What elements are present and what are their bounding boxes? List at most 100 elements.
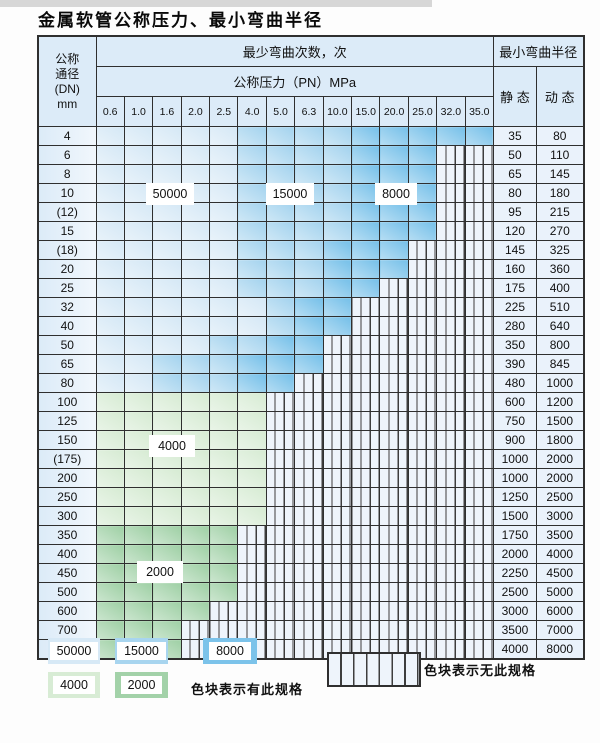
no-spec-cell (322, 373, 353, 393)
no-spec-cell (322, 582, 353, 602)
no-spec-cell (351, 392, 381, 412)
no-spec-cell (379, 620, 409, 640)
table-row: 8 65 145 (37, 164, 585, 184)
dn-cell: 600 (37, 601, 97, 621)
table-row: 32 225 510 (37, 297, 585, 317)
legend-label-8000: 8000 (209, 642, 251, 660)
static-radius-cell: 900 (492, 430, 537, 450)
spec-cell-15000 (237, 202, 267, 222)
spec-cell-8000 (351, 259, 381, 279)
spec-cell-50000 (95, 354, 125, 374)
pressure-col-header: 2.0 (180, 96, 211, 127)
spec-cell-8000 (294, 297, 324, 317)
no-spec-cell (379, 525, 409, 545)
spec-cell-15000 (209, 335, 239, 355)
no-spec-cell (464, 354, 494, 374)
spec-cell-15000 (152, 354, 182, 374)
spec-cell-4000 (152, 506, 182, 526)
no-spec-cell (237, 525, 267, 545)
no-spec-cell (351, 411, 381, 431)
no-spec-cell (294, 601, 324, 621)
no-spec-cell (322, 563, 353, 583)
spec-cell-8000 (407, 221, 438, 241)
spec-cell-15000 (265, 126, 296, 146)
spec-cell-50000 (123, 126, 154, 146)
no-spec-cell (265, 525, 296, 545)
spec-cell-50000 (152, 259, 182, 279)
table-row: 600 3000 6000 (37, 601, 585, 621)
dn-cell: 20 (37, 259, 97, 279)
pressure-col-header: 6.3 (294, 96, 324, 127)
dynamic-radius-cell: 6000 (535, 601, 585, 621)
dynamic-radius-cell: 400 (535, 278, 585, 298)
no-spec-cell (351, 430, 381, 450)
no-spec-cell (407, 297, 438, 317)
no-spec-cell (379, 544, 409, 564)
no-spec-cell (265, 468, 296, 488)
spec-cell-8000 (294, 335, 324, 355)
spec-cell-8000 (379, 202, 409, 222)
pressure-col-header: 25.0 (407, 96, 438, 127)
no-spec-cell (436, 506, 466, 526)
spec-cell-8000 (322, 240, 353, 260)
page-title: 金属软管公称压力、最小弯曲半径 (38, 11, 323, 31)
spec-cell-4000 (95, 468, 125, 488)
table-row: 25 175 400 (37, 278, 585, 298)
no-spec-cell (351, 582, 381, 602)
spec-cell-4000 (152, 468, 182, 488)
no-spec-cell (379, 601, 409, 621)
spec-cell-2000 (95, 544, 125, 564)
spec-cell-4000 (123, 506, 154, 526)
dn-cell: 32 (37, 297, 97, 317)
dn-cell: 80 (37, 373, 97, 393)
no-spec-cell (436, 278, 466, 298)
spec-cell-2000 (180, 563, 211, 583)
no-spec-cell (237, 544, 267, 564)
spec-cell-50000 (95, 335, 125, 355)
spec-cell-8000 (265, 373, 296, 393)
no-spec-cell (436, 620, 466, 640)
spec-cell-15000 (265, 221, 296, 241)
dn-cell: (175) (37, 449, 97, 469)
no-spec-cell (294, 392, 324, 412)
no-spec-cell (294, 639, 324, 660)
no-spec-cell (265, 620, 296, 640)
spec-cell-4000 (180, 487, 211, 507)
no-spec-cell (436, 449, 466, 469)
spec-cell-4000 (95, 430, 125, 450)
dynamic-radius-cell: 3500 (535, 525, 585, 545)
dn-cell: 10 (37, 183, 97, 203)
spec-cell-4000 (209, 449, 239, 469)
no-spec-cell (436, 582, 466, 602)
no-spec-cell (351, 354, 381, 374)
spec-cell-2000 (123, 620, 154, 640)
static-radius-cell: 50 (492, 145, 537, 165)
spec-cell-8000 (237, 373, 267, 393)
spec-cell-4000 (123, 487, 154, 507)
spec-cell-4000 (209, 392, 239, 412)
spec-cell-4000 (209, 506, 239, 526)
spec-cell-8000 (379, 221, 409, 241)
table-row: 100 600 1200 (37, 392, 585, 412)
no-spec-cell (436, 544, 466, 564)
no-spec-cell (322, 487, 353, 507)
no-spec-cell (464, 164, 494, 184)
no-spec-cell (407, 601, 438, 621)
no-spec-cell (351, 316, 381, 336)
pressure-col-header: 1.6 (152, 96, 182, 127)
spec-cell-15000 (237, 145, 267, 165)
no-spec-cell (379, 297, 409, 317)
no-spec-cell (351, 449, 381, 469)
no-spec-cell (294, 468, 324, 488)
pressure-col-header: 4.0 (237, 96, 267, 127)
dn-column-header: 公称 通径 (DN) mm (37, 35, 97, 127)
spec-cell-50000 (123, 373, 154, 393)
no-spec-cell (407, 525, 438, 545)
dynamic-radius-cell: 2500 (535, 487, 585, 507)
spec-cell-50000 (123, 240, 154, 260)
no-spec-cell (407, 620, 438, 640)
radius-header: 最小弯曲半径 (492, 35, 585, 67)
no-spec-cell (464, 297, 494, 317)
spec-cell-50000 (237, 316, 267, 336)
no-spec-cell (379, 392, 409, 412)
